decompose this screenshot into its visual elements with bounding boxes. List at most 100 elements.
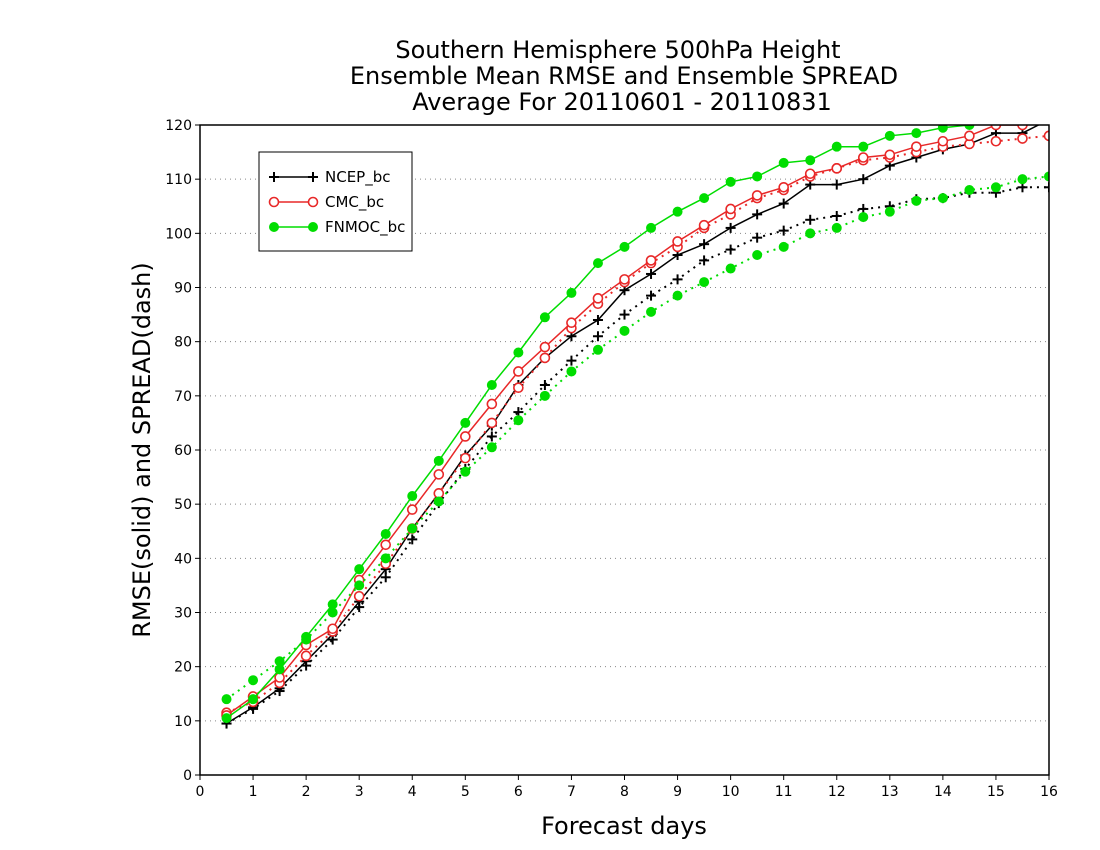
- x-tick-label-3: 3: [355, 784, 364, 800]
- point-fnmoc-bc-rmse-28: [964, 125, 975, 130]
- x-tick-label-12: 12: [828, 784, 846, 800]
- point-fnmoc-bc-rmse-9: [460, 417, 471, 428]
- point-ncep-bc-rmse-14: [592, 315, 603, 325]
- point-cmc-bc-rmse-13: [566, 317, 577, 329]
- point-cmc-bc-rmse-16: [645, 255, 657, 266]
- y-tick-label-50: 50: [174, 497, 192, 513]
- y-tick-label-80: 80: [174, 335, 192, 351]
- point-cmc-bc-rmse-15: [619, 274, 630, 285]
- x-tick-label-1: 1: [249, 784, 258, 800]
- chart-title-line-2: Ensemble Mean RMSE and Ensemble SPREAD: [350, 62, 898, 90]
- legend-marker-end-fnmoc-bc: [308, 222, 318, 232]
- point-ncep-bc-spread-20: [752, 232, 763, 243]
- x-tick-label-5: 5: [461, 784, 470, 800]
- point-ncep-bc-rmse-21: [778, 198, 789, 209]
- y-axis-label: RMSE(solid) and SPREAD(dash): [128, 262, 156, 638]
- point-cmc-bc-rmse-4: [327, 623, 338, 635]
- point-fnmoc-bc-rmse-8: [433, 455, 444, 466]
- point-cmc-bc-rmse-20: [751, 190, 763, 201]
- point-ncep-bc-rmse-19: [725, 222, 736, 233]
- point-cmc-bc-rmse-18: [698, 219, 710, 231]
- point-fnmoc-bc-spread-0: [221, 694, 232, 705]
- point-fnmoc-bc-spread-22: [805, 228, 816, 239]
- point-fnmoc-bc-rmse-12: [539, 312, 550, 323]
- legend-label-fnmoc-bc: FNMOC_bc: [325, 218, 405, 237]
- x-axis: 0 1 2 3 4 5 6 7 8 9 10 11 12 13 14 15 16: [196, 775, 1058, 800]
- point-cmc-bc-spread-11: [513, 382, 524, 394]
- point-fnmoc-bc-spread-1: [248, 675, 259, 686]
- point-fnmoc-bc-rmse-11: [513, 347, 524, 358]
- point-fnmoc-bc-rmse-29: [991, 115, 1000, 124]
- point-ncep-bc-spread-13: [566, 355, 577, 366]
- point-cmc-bc-spread-10: [486, 417, 498, 429]
- point-fnmoc-bc-rmse-4: [327, 599, 338, 610]
- point-ncep-bc-spread-16: [646, 290, 657, 301]
- point-cmc-bc-rmse-7: [406, 504, 418, 515]
- y-tick-label-20: 20: [174, 660, 192, 676]
- point-cmc-bc-rmse-12: [539, 341, 551, 353]
- series-layer: [221, 104, 1054, 729]
- point-ncep-bc-spread-14: [592, 331, 603, 342]
- legend-marker-start-cmc-bc: [268, 196, 280, 208]
- point-cmc-bc-rmse-8: [433, 469, 445, 480]
- point-fnmoc-bc-rmse-22: [805, 155, 816, 166]
- point-cmc-bc-spread-31: [1043, 130, 1049, 142]
- point-fnmoc-bc-spread-23: [831, 222, 842, 233]
- point-fnmoc-bc-rmse-31: [1045, 104, 1054, 113]
- point-ncep-bc-rmse-16: [646, 268, 657, 279]
- point-cmc-bc-rmse-17: [672, 236, 683, 247]
- point-fnmoc-bc-rmse-25: [884, 130, 895, 141]
- point-fnmoc-bc-spread-26: [911, 195, 922, 206]
- point-ncep-bc-spread-18: [699, 255, 710, 266]
- x-tick-label-8: 8: [620, 784, 629, 800]
- point-cmc-bc-rmse-28: [964, 130, 975, 142]
- point-fnmoc-bc-spread-14: [592, 344, 603, 355]
- point-ncep-bc-spread-23: [831, 211, 842, 221]
- point-cmc-bc-rmse-11: [513, 366, 524, 377]
- point-ncep-bc-spread-21: [778, 225, 789, 236]
- legend-entry-cmc-bc: CMC_bc: [268, 193, 384, 212]
- series-ncep-bc-spread-line: [226, 186, 1049, 725]
- point-fnmoc-bc-rmse-7: [407, 491, 418, 502]
- point-fnmoc-bc-rmse-13: [566, 287, 577, 298]
- x-tick-label-0: 0: [196, 784, 205, 800]
- point-cmc-bc-rmse-21: [778, 181, 789, 193]
- point-fnmoc-bc-spread-12: [539, 390, 550, 401]
- point-fnmoc-bc-spread-30: [1017, 174, 1028, 185]
- x-tick-label-16: 16: [1040, 784, 1058, 800]
- point-ncep-bc-rmse-24: [858, 174, 869, 185]
- point-ncep-bc-spread-10: [486, 431, 497, 442]
- point-cmc-bc-rmse-23: [831, 163, 843, 174]
- x-tick-label-2: 2: [302, 784, 311, 800]
- point-cmc-bc-rmse-25: [884, 149, 896, 161]
- point-ncep-bc-spread-31: [1044, 182, 1049, 193]
- point-fnmoc-bc-rmse-27: [937, 125, 948, 133]
- point-fnmoc-bc-spread-31: [1044, 171, 1049, 182]
- point-ncep-bc-rmse-18: [699, 239, 710, 250]
- point-ncep-bc-spread-19: [725, 244, 736, 255]
- point-fnmoc-bc-rmse-26: [911, 128, 922, 139]
- point-fnmoc-bc-spread-8: [433, 496, 444, 507]
- point-cmc-bc-rmse-24: [857, 152, 869, 163]
- point-ncep-bc-rmse-20: [752, 209, 763, 220]
- point-ncep-bc-spread-15: [619, 309, 630, 320]
- x-tick-label-11: 11: [775, 784, 793, 800]
- point-fnmoc-bc-spread-11: [513, 415, 524, 426]
- point-fnmoc-bc-rmse-30: [1018, 110, 1027, 119]
- point-cmc-bc-spread-29: [990, 135, 1002, 147]
- point-fnmoc-bc-rmse-15: [619, 241, 630, 252]
- y-tick-label-40: 40: [174, 551, 192, 567]
- point-fnmoc-bc-rmse-18: [699, 193, 710, 204]
- legend-marker-end-ncep-bc: [308, 172, 318, 182]
- legend: NCEP_bc CMC_bc FNMOC_bc: [258, 151, 413, 252]
- point-fnmoc-bc-rmse-5: [354, 564, 365, 575]
- point-fnmoc-bc-spread-5: [354, 580, 365, 591]
- chart-title-line-1: Southern Hemisphere 500hPa Height: [395, 36, 840, 64]
- point-cmc-bc-rmse-26: [911, 141, 922, 152]
- y-tick-label-0: 0: [183, 768, 192, 784]
- y-tick-label-90: 90: [174, 281, 192, 297]
- point-fnmoc-bc-rmse-17: [672, 206, 683, 217]
- point-fnmoc-bc-spread-10: [486, 442, 497, 453]
- y-tick-label-60: 60: [174, 443, 192, 459]
- point-fnmoc-bc-rmse-10: [486, 380, 497, 390]
